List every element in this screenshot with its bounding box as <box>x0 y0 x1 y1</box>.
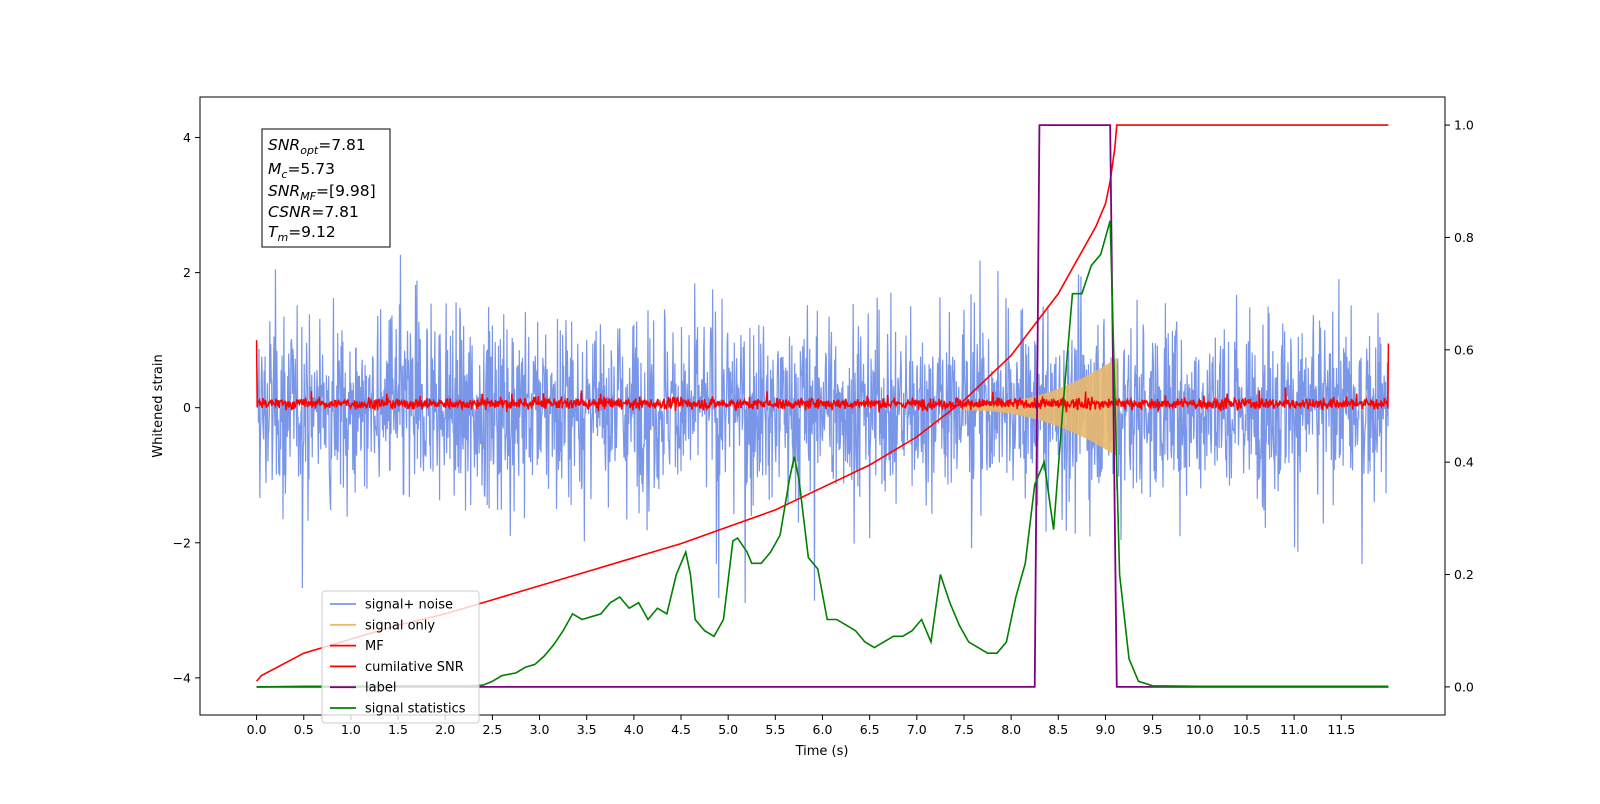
x-tick-label: 2.5 <box>482 722 502 737</box>
y-tick-label-right: 0.2 <box>1454 567 1474 582</box>
legend-label: MF <box>365 639 384 654</box>
x-tick-label: 2.0 <box>435 722 455 737</box>
y-tick-label-left: 4 <box>183 130 191 145</box>
x-tick-label: 11.5 <box>1327 722 1355 737</box>
legend-label: signal+ noise <box>365 598 453 613</box>
x-tick-label: 8.0 <box>1001 722 1021 737</box>
legend: signal+ noise signal only MF cumilative SNR… <box>321 590 480 724</box>
legend-frame <box>321 590 480 724</box>
y-tick-label-right: 0.4 <box>1454 455 1474 470</box>
y-tick-label-left: 0 <box>183 400 191 415</box>
x-tick-label: 6.5 <box>860 722 880 737</box>
x-tick-label: 7.5 <box>954 722 974 737</box>
x-tick-label: 3.0 <box>530 722 550 737</box>
y-tick-label-right: 0.6 <box>1454 342 1474 357</box>
y-tick-label-left: −2 <box>173 535 191 550</box>
legend-label: cumilative SNR <box>365 660 464 675</box>
x-axis-label: Time (s) <box>795 744 849 759</box>
x-tick-label: 11.0 <box>1280 722 1308 737</box>
x-tick-label: 6.0 <box>813 722 833 737</box>
series-label <box>256 124 1389 688</box>
series-signal-noise <box>255 254 1390 604</box>
x-tick-label: 8.5 <box>1048 722 1068 737</box>
x-tick-label: 5.5 <box>765 722 785 737</box>
y-tick-label-left: −4 <box>173 670 191 685</box>
x-tick-label: 3.5 <box>577 722 597 737</box>
annotation-box: SNRopt=7.81 Mc=5.73 SNRMF=[9.98] CSNR=7.… <box>261 128 391 248</box>
annotation-tm: Tm=9.12 <box>268 223 336 244</box>
annotation-mc: Mc=5.73 <box>268 160 335 181</box>
y-tick-label-left: 2 <box>183 265 191 280</box>
x-tick-label: 10.0 <box>1186 722 1214 737</box>
y-tick-label-right: 0.8 <box>1454 230 1474 245</box>
series-signal-only <box>963 358 1118 456</box>
legend-label: label <box>365 681 396 696</box>
legend-label: signal only <box>365 618 435 633</box>
x-tick-label: 7.0 <box>907 722 927 737</box>
x-tick-label: 4.0 <box>624 722 644 737</box>
annotation-snr-mf: SNRMF=[9.98] <box>268 182 376 203</box>
x-tick-label: 1.5 <box>388 722 408 737</box>
x-tick-label: 4.5 <box>671 722 691 737</box>
annotation-csnr: CSNR=7.81 <box>268 203 359 221</box>
x-tick-label: 9.0 <box>1096 722 1116 737</box>
x-tick-label: 0.5 <box>294 722 314 737</box>
x-tick-label: 9.5 <box>1143 722 1163 737</box>
x-tick-label: 0.0 <box>247 722 267 737</box>
y-tick-label-right: 0.0 <box>1454 679 1474 694</box>
y-axis-label: Whitened strain <box>151 354 166 457</box>
legend-label: signal statistics <box>365 702 466 717</box>
annotation-snr-opt: SNRopt=7.81 <box>268 136 366 157</box>
x-tick-label: 10.5 <box>1233 722 1261 737</box>
x-tick-label: 5.0 <box>718 722 738 737</box>
x-tick-label: 1.0 <box>341 722 361 737</box>
y-tick-label-right: 1.0 <box>1454 118 1474 133</box>
series-mf <box>255 340 1390 413</box>
series-signal-statistics <box>256 220 1389 688</box>
